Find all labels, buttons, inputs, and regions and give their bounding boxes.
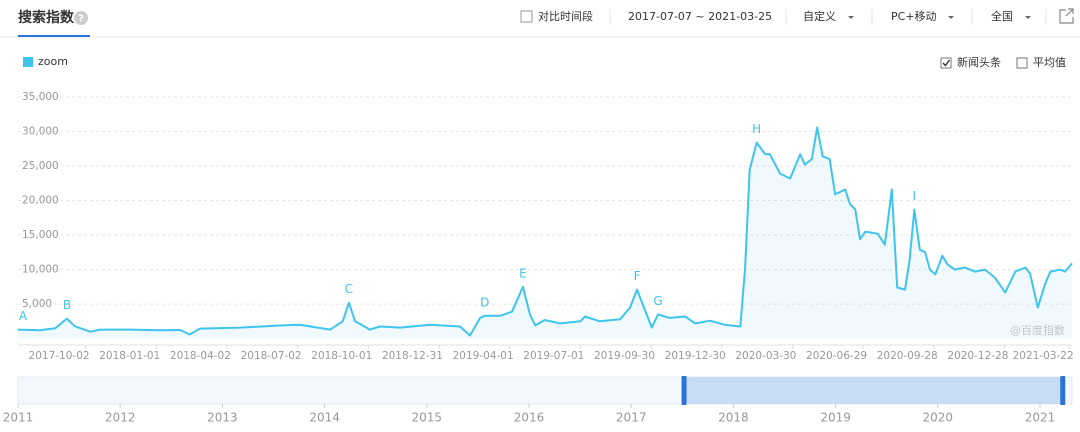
navigator-year: 2020: [923, 411, 954, 425]
legend-label[interactable]: zoom: [38, 55, 68, 68]
navigator-year: 2017: [616, 411, 647, 425]
navigator-year: 2015: [412, 411, 443, 425]
date-range[interactable]: 2017-07-07 ~ 2021-03-25: [628, 10, 772, 23]
y-tick-label: 25,000: [22, 160, 59, 172]
brush-handle[interactable]: [1060, 376, 1066, 405]
y-tick-label: 20,000: [22, 195, 59, 207]
y-tick-label: 10,000: [22, 264, 59, 276]
y-tick-label: 30,000: [22, 126, 59, 138]
y-tick-label: 15,000: [22, 229, 59, 241]
navigator-year: 2021: [1025, 411, 1056, 425]
annotation: H: [752, 122, 761, 136]
news-toggle[interactable]: 新闻头条: [940, 55, 1001, 69]
navigator-year: 2014: [309, 411, 340, 425]
x-tick-label: 2019-07-01: [523, 350, 584, 362]
annotation: C: [345, 282, 353, 296]
annotation: E: [519, 266, 527, 280]
y-tick-label: 5,000: [22, 298, 52, 310]
navigator-year: 2016: [514, 411, 545, 425]
annotation: F: [634, 269, 641, 283]
x-tick-label: 2020-12-28: [947, 350, 1008, 362]
annotation: B: [63, 298, 71, 312]
area: [18, 127, 1072, 339]
navigator-year: 2018: [718, 411, 749, 425]
x-tick-label: 2018-01-01: [99, 350, 160, 362]
x-tick-label: 2018-10-01: [311, 350, 372, 362]
compare-toggle[interactable]: 对比时间段: [520, 9, 593, 23]
x-tick-label: 2019-12-30: [665, 350, 726, 362]
annotation: D: [480, 295, 489, 309]
navigator-brush: [683, 377, 1064, 404]
x-tick-label: 2020-06-29: [806, 350, 867, 362]
device-select[interactable]: PC+移动: [891, 10, 937, 23]
caret: [1025, 16, 1031, 19]
series-line: [17, 126, 1073, 337]
x-tick-label: 2018-12-31: [382, 350, 443, 362]
annotation: G: [653, 294, 662, 308]
x-tick-label: 2019-04-01: [453, 350, 514, 362]
navigator-year: 2019: [820, 411, 851, 425]
x-tick-label: 2017-10-02: [29, 350, 90, 362]
x-tick-label: 2018-04-02: [170, 350, 231, 362]
x-tick-label: 2018-07-02: [241, 350, 302, 362]
page-title: 搜索指数: [18, 9, 75, 26]
navigator-year: 2011: [3, 411, 34, 425]
legend-swatch: [23, 57, 33, 67]
caret: [948, 16, 954, 19]
region-select[interactable]: 全国: [991, 9, 1013, 23]
avg-label: 平均值: [1033, 56, 1066, 69]
annotation: A: [19, 309, 28, 323]
plot: 5,000 10,000 15,000 20,000 25,000 30,000 35,00…: [3, 91, 1074, 425]
help-mark: ?: [78, 14, 84, 25]
annotation: I: [913, 189, 917, 203]
checkbox[interactable]: [1016, 57, 1028, 69]
x-tick-label: 2020-03-30: [735, 350, 796, 362]
share-icon[interactable]: [1059, 8, 1074, 24]
caret: [848, 16, 854, 19]
x-tick-label: 2021-03-22: [1013, 350, 1074, 362]
compare-label: 对比时间段: [538, 9, 593, 23]
navigator-year: 2013: [207, 411, 238, 425]
news-label: 新闻头条: [957, 55, 1001, 69]
watermark: @百度指数: [1010, 323, 1065, 337]
mode-select[interactable]: 自定义: [803, 9, 836, 23]
checkbox[interactable]: [520, 10, 533, 23]
help-icon[interactable]: [74, 11, 88, 25]
brush-handle[interactable]: [681, 376, 687, 405]
checkbox[interactable]: [940, 57, 952, 69]
check-mark: [942, 59, 951, 67]
navigator-year: 2012: [105, 411, 136, 425]
y-tick-label: 35,000: [22, 91, 59, 103]
x-tick-label: 2019-09-30: [594, 350, 655, 362]
x-tick-label: 2020-09-28: [877, 350, 938, 362]
avg-toggle[interactable]: 平均值: [1016, 56, 1066, 69]
